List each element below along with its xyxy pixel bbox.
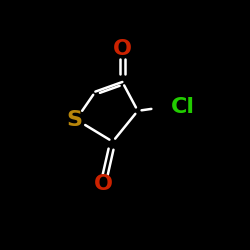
Text: O: O: [94, 174, 112, 194]
Text: O: O: [113, 39, 132, 59]
Text: Cl: Cl: [170, 97, 194, 117]
Text: S: S: [66, 110, 82, 130]
